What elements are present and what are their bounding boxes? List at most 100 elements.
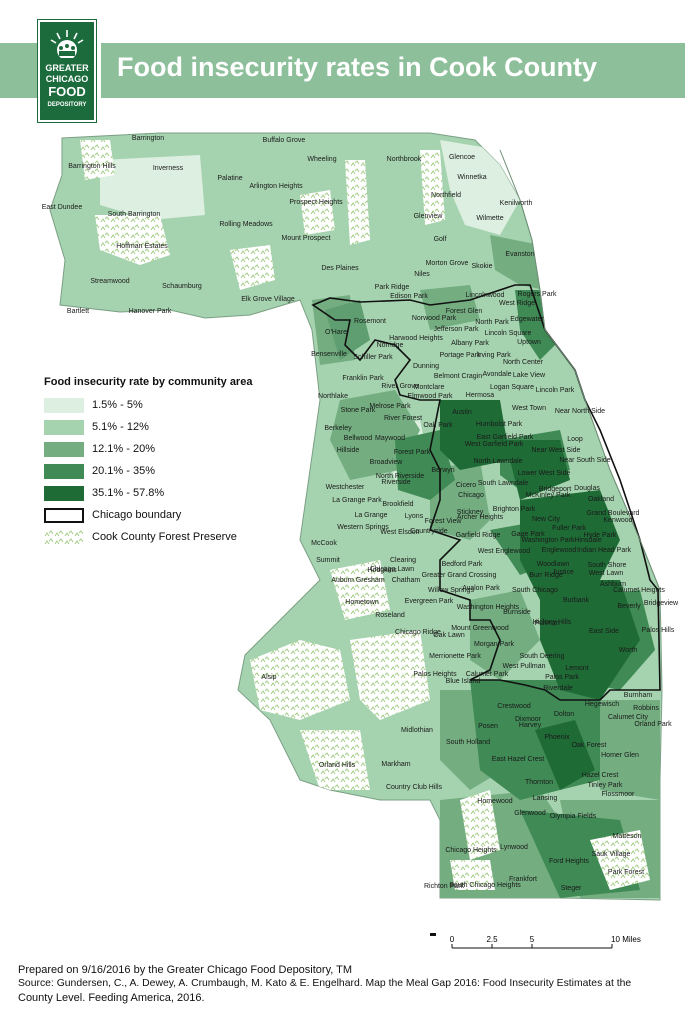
legend-swatch-3 bbox=[44, 441, 84, 457]
forest-swatch bbox=[44, 529, 84, 545]
place-label-belmont-cragin: Belmont Cragin bbox=[434, 373, 482, 380]
place-label-oak-lawn: Oak Lawn bbox=[433, 632, 465, 639]
place-label-hermosa: Hermosa bbox=[466, 392, 495, 399]
place-label-near-south-side: Near South Side bbox=[559, 457, 610, 464]
place-label-greater-grand-crossing: Greater Grand Crossing bbox=[422, 572, 497, 579]
place-label-park-forest: Park Forest bbox=[608, 869, 644, 876]
place-label-ford-heights: Ford Heights bbox=[549, 858, 590, 865]
place-label-oakland: Oakland bbox=[588, 496, 614, 503]
place-label-hickory-hills: Hickory Hills bbox=[533, 619, 572, 626]
place-label-west-lawn: West Lawn bbox=[589, 570, 624, 577]
map-legend: Food insecurity rate by community area 1… bbox=[44, 376, 264, 548]
place-label-south-chicago-heights: South Chicago Heights bbox=[449, 882, 521, 889]
place-label-auburn-gresham: Auburn Gresham bbox=[331, 577, 384, 584]
place-label-alsip: Alsip bbox=[261, 674, 276, 681]
place-label-oak-park: Oak Park bbox=[423, 422, 453, 429]
place-label-broadview: Broadview bbox=[370, 459, 404, 466]
place-label-thornton: Thornton bbox=[525, 779, 553, 786]
place-label-albany-park: Albany Park bbox=[451, 340, 489, 347]
place-label-calumet-heights: Calumet Heights bbox=[613, 587, 665, 594]
place-label-justice: Justice bbox=[552, 569, 574, 576]
place-label-matteson: Matteson bbox=[613, 833, 642, 840]
place-label-north-center: North Center bbox=[503, 359, 544, 366]
place-label-wilmette: Wilmette bbox=[476, 215, 503, 222]
legend-item-class-1: 1.5% - 5% bbox=[44, 394, 264, 416]
place-label-frankfort: Frankfort bbox=[509, 876, 537, 883]
place-label-lynwood: Lynwood bbox=[500, 844, 528, 851]
place-label-northbrook: Northbrook bbox=[387, 156, 422, 163]
footer-line-2: Source: Gundersen, C., A. Dewey, A. Crum… bbox=[18, 978, 632, 989]
place-label-forest-park: Forest Park bbox=[394, 449, 431, 456]
place-label-cicero: Cicero bbox=[456, 482, 476, 489]
place-label-streamwood: Streamwood bbox=[90, 278, 129, 285]
place-label-summit: Summit bbox=[316, 557, 340, 564]
place-label-northlake: Northlake bbox=[318, 393, 348, 400]
place-label-forest-glen: Forest Glen bbox=[446, 308, 483, 315]
place-label-uptown: Uptown bbox=[517, 339, 541, 346]
place-label-robbins: Robbins bbox=[633, 705, 659, 712]
place-label-calumet-city: Calumet City bbox=[608, 714, 649, 721]
place-label-south-holland: South Holland bbox=[446, 739, 490, 746]
place-label-clearing: Clearing bbox=[390, 557, 416, 564]
place-label-bridgeport: Bridgeport bbox=[539, 486, 571, 493]
place-label-merrionette-park: Merrionette Park bbox=[429, 653, 481, 660]
place-label-kenilworth: Kenilworth bbox=[500, 200, 533, 207]
place-label-phoenix: Phoenix bbox=[544, 734, 570, 741]
place-label-sauk-village: Sauk Village bbox=[592, 851, 631, 858]
footer-line-3: County Level. Feeding America, 2016. bbox=[18, 992, 205, 1004]
cook-county-map[interactable]: Barrington Buffalo Grove Wheeling Northbroo… bbox=[0, 100, 685, 940]
place-label-east-hazel-crest: East Hazel Crest bbox=[492, 756, 545, 763]
place-label-burnham: Burnham bbox=[624, 692, 653, 699]
place-label-morton-grove: Morton Grove bbox=[426, 260, 469, 267]
place-label-glenwood: Glenwood bbox=[514, 810, 546, 817]
place-label-berkeley: Berkeley bbox=[324, 425, 352, 432]
legend-item-class-5: 35.1% - 57.8% bbox=[44, 482, 264, 504]
place-label-rolling-meadows: Rolling Meadows bbox=[219, 221, 273, 228]
place-label-east-dundee: East Dundee bbox=[42, 204, 83, 211]
place-label-orland-hills: Orland Hills bbox=[319, 762, 356, 769]
place-label-bellwood: Bellwood bbox=[344, 435, 373, 442]
place-label-austin: Austin bbox=[452, 409, 472, 416]
legend-forest-label: Cook County Forest Preserve bbox=[92, 531, 237, 543]
place-label-berwyn: Berwyn bbox=[431, 467, 454, 474]
place-label-indian-head-park: Indian Head Park bbox=[577, 547, 632, 554]
place-label-homewood: Homewood bbox=[477, 798, 513, 805]
place-label-melrose-park: Melrose Park bbox=[369, 403, 411, 410]
legend-boundary-label: Chicago boundary bbox=[92, 509, 182, 521]
place-label-country-club-hills: Country Club Hills bbox=[386, 784, 443, 791]
place-label-hanover-park: Hanover Park bbox=[129, 308, 172, 315]
scale-tick-0: 0 bbox=[450, 935, 455, 944]
place-label-franklin-park: Franklin Park bbox=[342, 375, 384, 382]
place-label-south-deering: South Deering bbox=[520, 653, 565, 660]
place-label-glenview: Glenview bbox=[414, 213, 444, 220]
place-label-new-city: New City bbox=[532, 516, 561, 523]
place-label-harwood-heights: Harwood Heights bbox=[389, 335, 443, 342]
legend-label-2: 5.1% - 12% bbox=[92, 421, 149, 433]
place-label-barrington: Barrington bbox=[132, 135, 164, 142]
place-label-washington-heights: Washington Heights bbox=[457, 604, 520, 611]
place-label-niles: Niles bbox=[414, 271, 430, 278]
place-label-elk-grove-village: Elk Grove Village bbox=[241, 296, 295, 303]
place-label-lincoln-park: Lincoln Park bbox=[536, 387, 575, 394]
place-label-douglas: Douglas bbox=[574, 485, 600, 492]
place-label-avondale: Avondale bbox=[482, 371, 511, 378]
place-label-bensenville: Bensenville bbox=[311, 351, 347, 358]
place-label-mount-prospect: Mount Prospect bbox=[281, 235, 330, 242]
place-label-riverside: Riverside bbox=[381, 479, 410, 486]
place-label-lemont: Lemont bbox=[565, 665, 588, 672]
map-svg[interactable]: Barrington Buffalo Grove Wheeling Northbroo… bbox=[0, 100, 685, 940]
place-label-portage-park: Portage Park bbox=[440, 352, 481, 359]
map-title: Food insecurity rates in Cook County bbox=[117, 52, 598, 82]
place-label-blue-island: Blue Island bbox=[446, 678, 481, 685]
logo-line-1: GREATER bbox=[45, 63, 89, 73]
scale-tick-3: 10 Miles bbox=[611, 935, 641, 944]
place-label-west-garfield-park: West Garfield Park bbox=[465, 441, 524, 448]
place-label-stickney: Stickney bbox=[457, 509, 484, 516]
place-label-calumet-park: Calumet Park bbox=[466, 671, 509, 678]
place-label-dolton: Dolton bbox=[554, 711, 574, 718]
place-label-mount-greenwood: Mount Greenwood bbox=[451, 625, 509, 632]
place-label-lansing: Lansing bbox=[533, 795, 558, 802]
place-label-barrington-hills: Barrington Hills bbox=[68, 163, 116, 170]
place-label-hazel-crest: Hazel Crest bbox=[582, 772, 619, 779]
scale-tick-2: 5 bbox=[530, 935, 535, 944]
